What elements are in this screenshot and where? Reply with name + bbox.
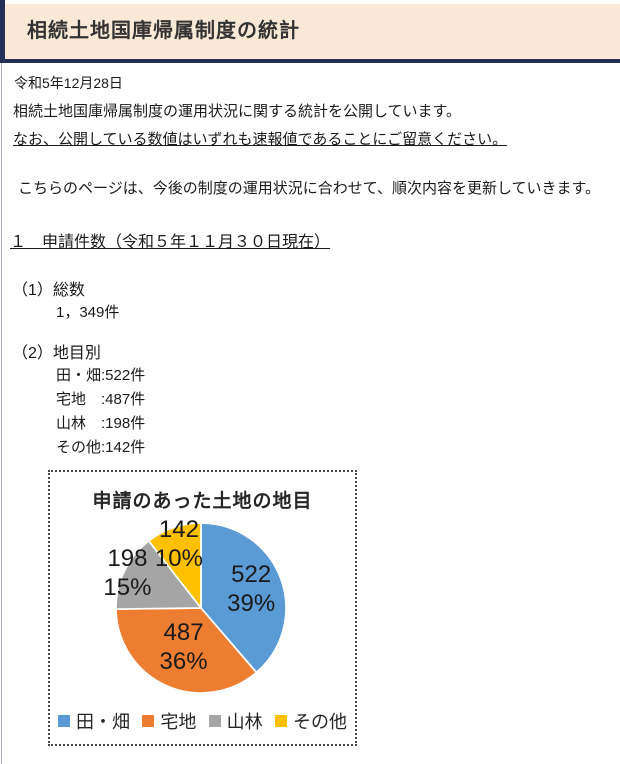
publish-date: 令和5年12月28日 <box>14 75 123 91</box>
legend-label: その他 <box>292 712 347 732</box>
legend-swatch-icon <box>208 715 221 727</box>
legend-label: 山林 <box>226 712 263 732</box>
pie-label-value: 522 <box>231 561 272 589</box>
total-count-value: 1，349件 <box>56 304 120 321</box>
legend-swatch-icon <box>58 715 70 727</box>
category-count-list: 田・畑:522件 宅地 :487件 山林 :198件 その他:142件 <box>56 364 145 460</box>
pie-data-label: 522 39% <box>227 560 275 618</box>
legend-item-宅地: 宅地 <box>142 708 196 734</box>
header-left-accent-bar <box>0 0 5 59</box>
pie-label-value: 487 <box>163 618 204 646</box>
pie-label-value: 198 <box>107 544 148 572</box>
legend-item-その他: その他 <box>274 708 347 734</box>
legend-item-田・畑: 田・畑 <box>58 708 130 734</box>
pie-slice-その他 <box>147 522 202 609</box>
pie-label-percent: 36% <box>159 647 208 675</box>
pie-slice-宅地 <box>115 607 258 694</box>
pie-label-percent: 15% <box>103 573 152 601</box>
category-count-item: 田・畑:522件 <box>56 367 146 384</box>
category-count-item: その他:142件 <box>56 439 146 456</box>
chart-title: 申請のあった土地の地目 <box>92 491 313 512</box>
chart-legend: 田・畑 宅地 山林 その他 <box>58 708 347 734</box>
subsection-2-by-category-label: （2）地目別 <box>12 345 101 362</box>
update-note: こちらのページは、今後の制度の運用状況に合わせて、順次内容を更新していきます。 <box>18 180 601 197</box>
legend-swatch-icon <box>142 715 155 727</box>
pie-chart-svg <box>115 522 287 694</box>
page-header: 相続土地国庫帰属制度の統計 <box>5 4 620 59</box>
pie-label-percent: 10% <box>154 544 203 572</box>
page-left-border <box>1 63 2 764</box>
legend-swatch-icon <box>274 715 287 727</box>
subsection-1-total-label: （1）総数 <box>12 282 85 299</box>
header-bottom-rule <box>0 59 620 63</box>
legend-label: 宅地 <box>160 712 197 732</box>
pie-label-percent: 39% <box>227 590 276 618</box>
section-1-heading: １ 申請件数（令和５年１１月３０日現在） <box>10 234 331 251</box>
category-count-item: 宅地 :487件 <box>56 391 146 408</box>
intro-line-2-underlined: なお、公開している数値はいずれも速報値であることにご留意ください。 <box>13 131 508 148</box>
pie-label-value: 142 <box>158 515 199 543</box>
intro-line-1: 相続土地国庫帰属制度の運用状況に関する統計を公開しています。 <box>13 103 462 120</box>
pie-slice-山林 <box>115 540 202 610</box>
pie-slice-田・畑 <box>200 522 287 674</box>
legend-item-山林: 山林 <box>208 708 263 734</box>
pie-data-label: 142 10% <box>155 515 203 573</box>
legend-label: 田・畑 <box>76 712 130 732</box>
page-title: 相続土地国庫帰属制度の統計 <box>27 20 300 42</box>
pie-data-label: 487 36% <box>159 618 207 676</box>
pie-chart-panel: 申請のあった土地の地目 田・畑 宅地 山林 その他 522 39% 487 36% 198 15… <box>48 470 357 746</box>
pie-chart <box>115 522 287 694</box>
category-count-item: 山林 :198件 <box>56 415 146 432</box>
pie-data-label: 198 15% <box>103 544 151 602</box>
